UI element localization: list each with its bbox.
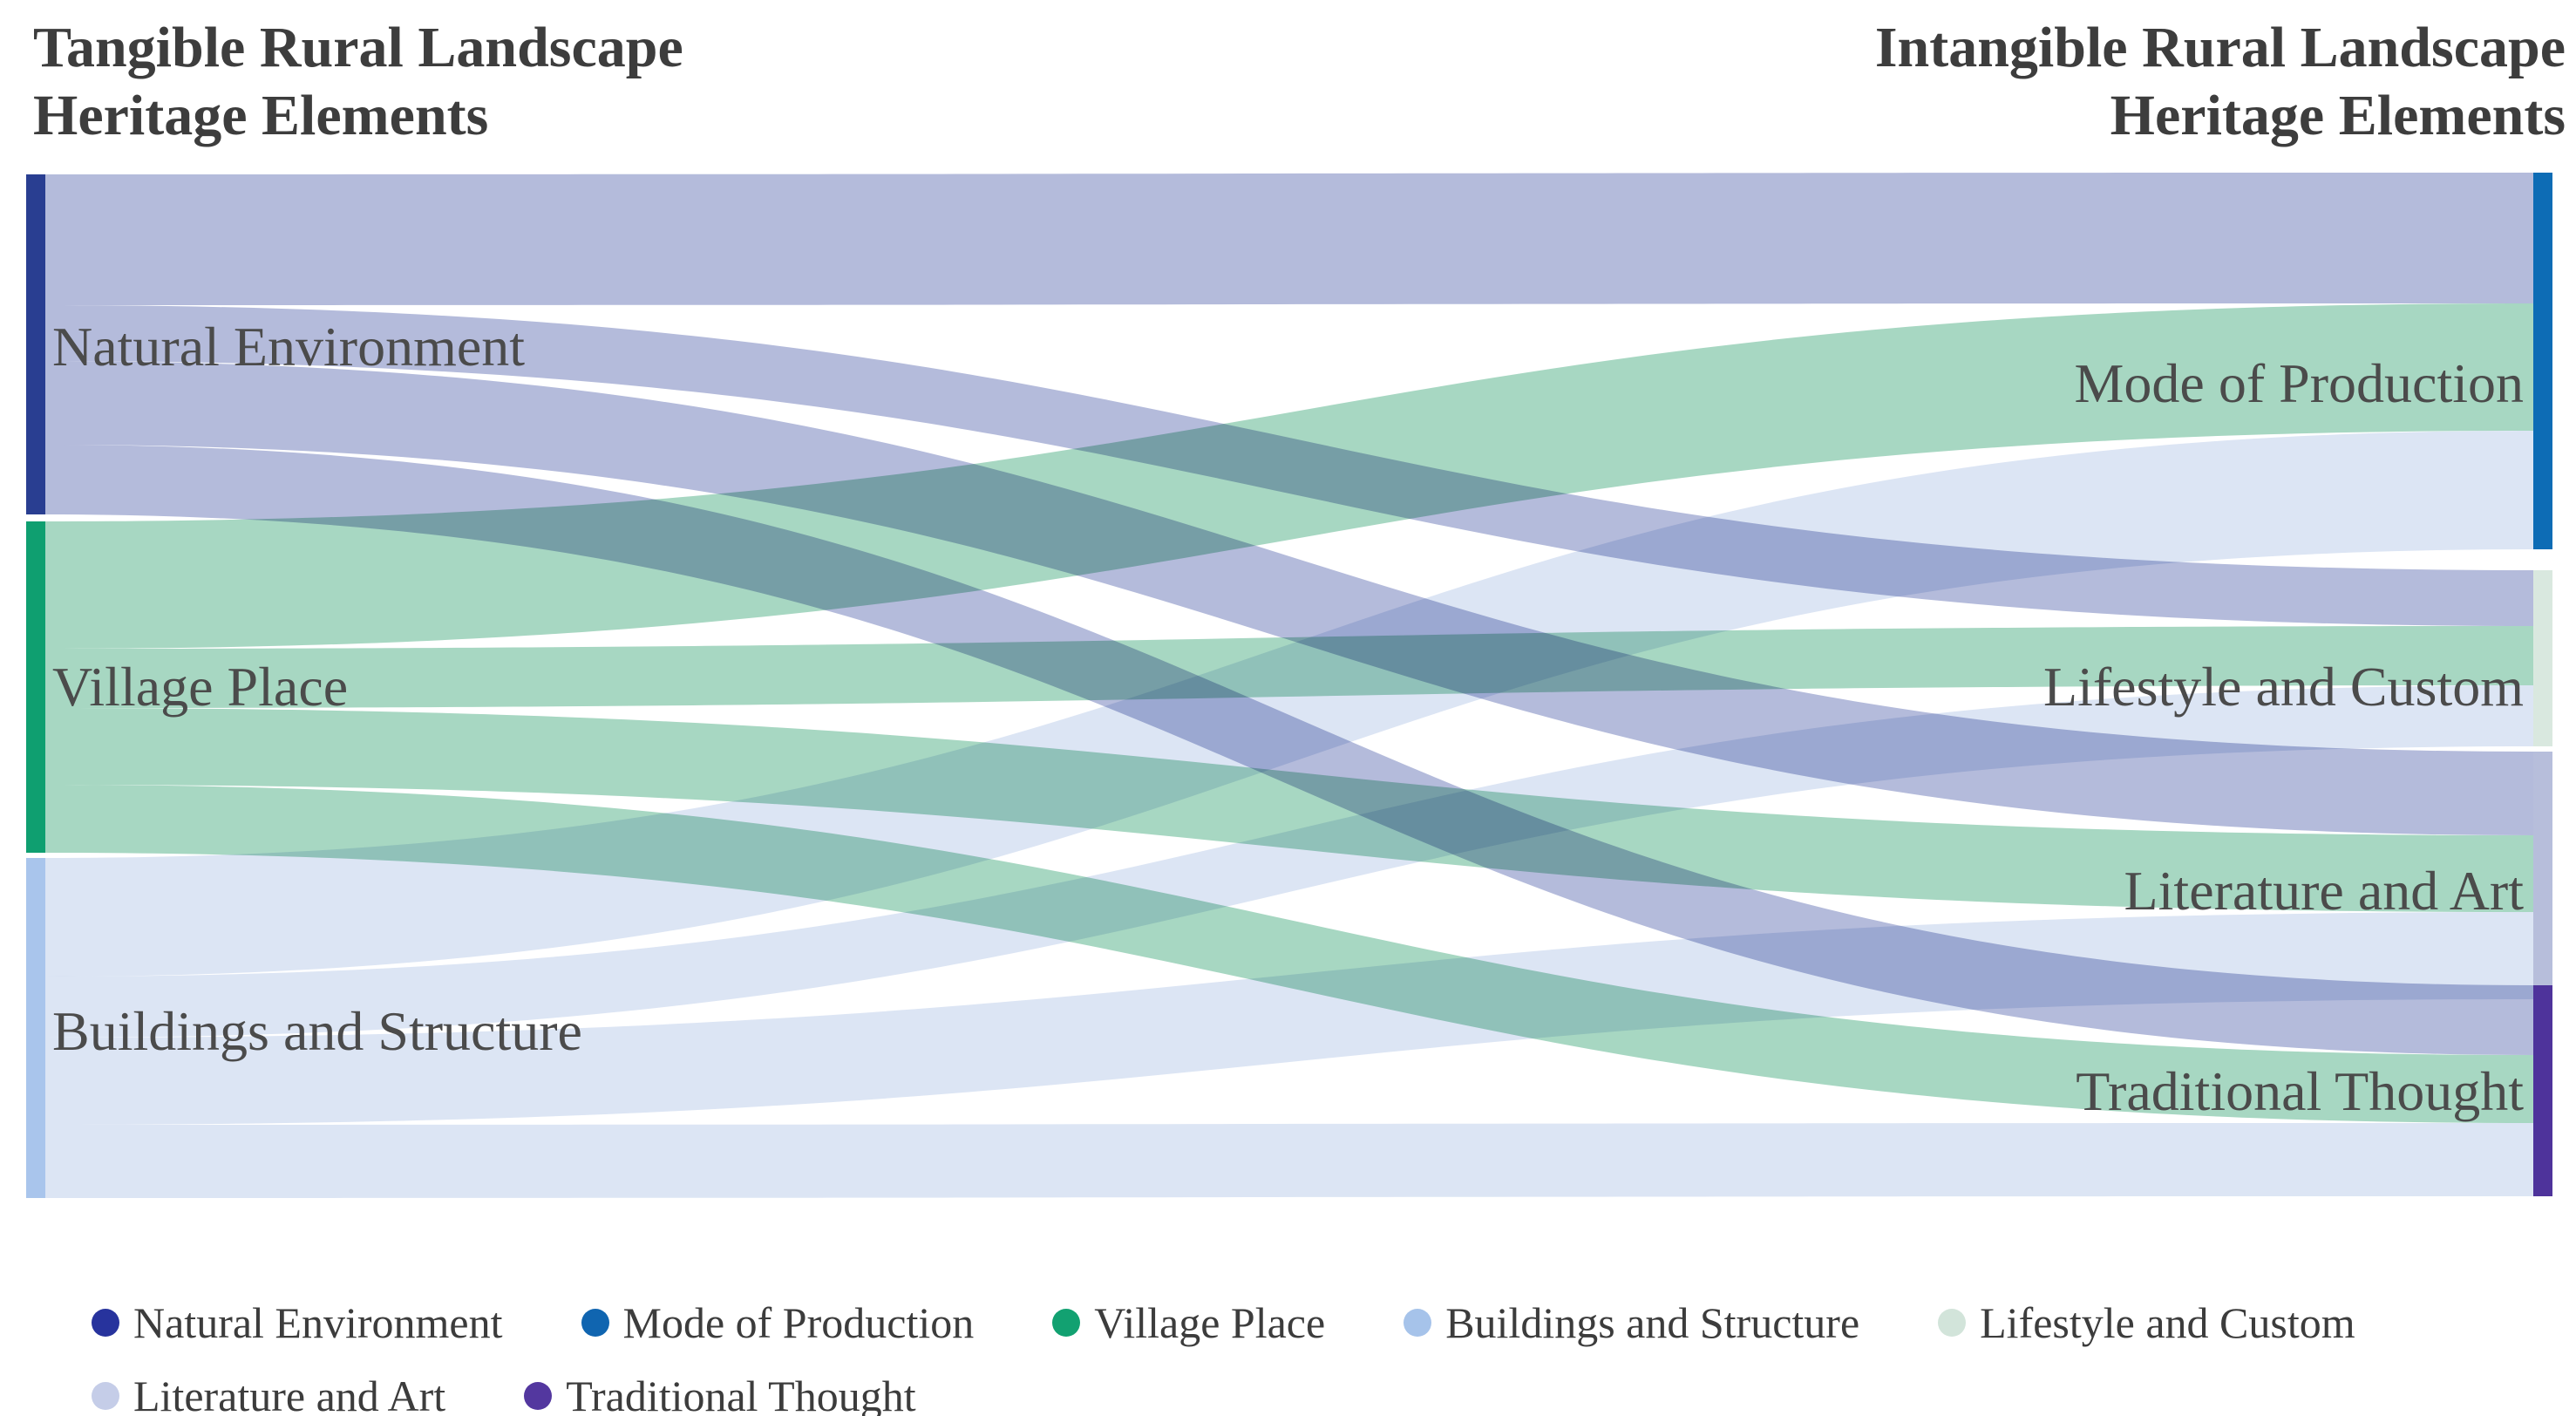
legend-label: Literature and Art [133, 1372, 446, 1416]
legend-item-buildings-and-structure: Buildings and Structure [1404, 1297, 1859, 1348]
legend-label: Buildings and Structure [1445, 1298, 1860, 1347]
sankey-node-bar-BS [26, 858, 45, 1198]
sankey-link-BS-MP [45, 431, 2533, 977]
sankey-link-BS-TT [45, 1123, 2533, 1198]
node-label-mode-of-production: Mode of Production [2074, 352, 2525, 414]
node-label-buildings-and-structure: Buildings and Structure [52, 1000, 582, 1062]
legend-item-traditional-thought: Traditional Thought [524, 1371, 916, 1416]
legend-label: Lifestyle and Custom [1980, 1298, 2355, 1347]
node-label-lifestyle-and-custom: Lifestyle and Custom [2042, 656, 2524, 718]
sankey-node-bar-MP [2533, 173, 2552, 549]
sankey-node-bar-LC [2533, 570, 2552, 746]
legend-item-natural-environment: Natural Environment [92, 1297, 503, 1348]
node-label-traditional-thought: Traditional Thought [2076, 1060, 2524, 1122]
legend-dot-traditional-thought-icon [524, 1382, 553, 1410]
node-label-village-place: Village Place [52, 656, 349, 718]
right-column-title: Intangible Rural Landscape Heritage Elem… [1875, 14, 2566, 150]
left-title-line2: Heritage Elements [33, 84, 489, 147]
left-column-title: Tangible Rural Landscape Heritage Elemen… [33, 14, 683, 150]
legend: Natural Environment Mode of Production V… [92, 1297, 2550, 1416]
sankey-node-bar-LA [2533, 752, 2552, 999]
legend-label: Natural Environment [133, 1298, 503, 1347]
legend-label: Traditional Thought [566, 1372, 916, 1416]
sankey-link-BS-LC [45, 685, 2533, 1038]
legend-label: Village Place [1094, 1298, 1326, 1347]
sankey-node-bar-NE [26, 174, 45, 514]
sankey-link-NE-MP [45, 173, 2533, 305]
right-title-line2: Heritage Elements [2110, 84, 2566, 147]
legend-label: Mode of Production [622, 1298, 975, 1347]
legend-dot-mode-of-production-icon [581, 1309, 609, 1337]
sankey-link-BS-LA [45, 912, 2533, 1125]
node-label-literature-and-art: Literature and Art [2124, 860, 2524, 922]
sankey-link-VP-LA [45, 708, 2533, 912]
legend-dot-lifestyle-and-custom-icon [1938, 1309, 1967, 1337]
node-label-natural-environment: Natural Environment [52, 316, 526, 378]
legend-item-lifestyle-and-custom: Lifestyle and Custom [1938, 1297, 2355, 1348]
sankey-link-VP-MP [45, 303, 2533, 649]
right-title-line1: Intangible Rural Landscape [1874, 16, 2566, 79]
legend-dot-village-place-icon [1052, 1309, 1081, 1337]
legend-dot-natural-environment-icon [92, 1309, 119, 1337]
sankey-node-bar-VP [26, 521, 45, 853]
legend-item-mode-of-production: Mode of Production [581, 1297, 975, 1348]
legend-item-literature-and-art: Literature and Art [92, 1371, 445, 1416]
legend-dot-literature-and-art-icon [92, 1382, 119, 1410]
legend-item-village-place: Village Place [1052, 1297, 1325, 1348]
sankey-node-bar-TT [2533, 985, 2552, 1196]
left-title-line1: Tangible Rural Landscape [33, 16, 683, 79]
legend-dot-buildings-and-structure-icon [1404, 1309, 1432, 1337]
